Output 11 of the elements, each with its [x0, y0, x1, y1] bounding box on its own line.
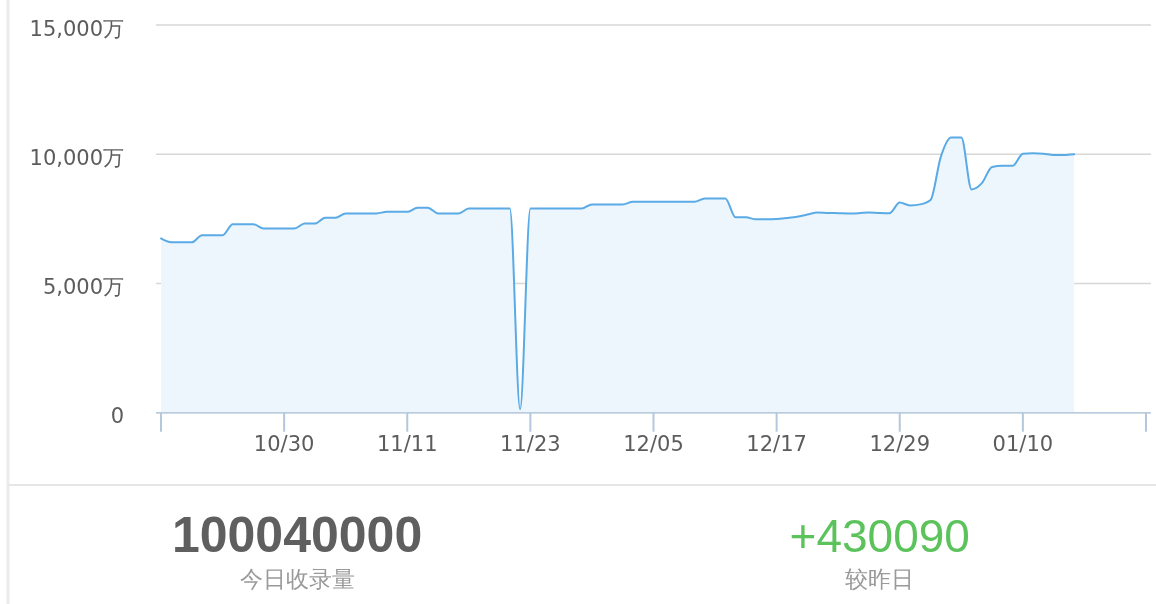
y-tick-label: 10,000万	[29, 145, 124, 170]
x-tick-label: 11/11	[376, 431, 438, 456]
y-tick-label: 0	[110, 404, 124, 429]
x-tick-label: 01/10	[992, 431, 1054, 456]
x-tick-label: 11/23	[500, 431, 561, 456]
x-tick-label: 12/17	[746, 431, 807, 456]
x-tick-label: 10/30	[253, 431, 315, 456]
y-tick-label: 15,000万	[29, 16, 124, 41]
x-tick-label: 12/29	[869, 431, 931, 456]
x-tick-label: 12/05	[623, 431, 684, 456]
y-tick-label: 5,000万	[42, 274, 124, 299]
